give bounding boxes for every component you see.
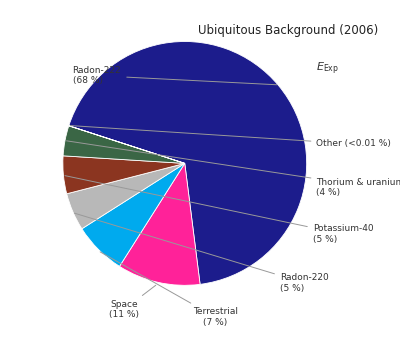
- Text: Potassium-40
(5 %): Potassium-40 (5 %): [65, 176, 373, 244]
- Text: Other (<0.01 %): Other (<0.01 %): [70, 125, 391, 148]
- Text: Radon-220
(5 %): Radon-220 (5 %): [74, 213, 328, 293]
- Text: Terrestrial
(7 %): Terrestrial (7 %): [100, 252, 238, 327]
- Wedge shape: [120, 163, 200, 285]
- Wedge shape: [63, 156, 185, 194]
- Wedge shape: [69, 41, 307, 284]
- Text: Ubiquitous Background (2006): Ubiquitous Background (2006): [198, 24, 378, 37]
- Text: Radon-222
(68 %): Radon-222 (68 %): [73, 66, 277, 85]
- Text: Space
(11 %): Space (11 %): [109, 285, 156, 319]
- Wedge shape: [82, 163, 185, 266]
- Wedge shape: [69, 126, 185, 163]
- Text: Thorium & uranium series
(4 %): Thorium & uranium series (4 %): [66, 141, 400, 198]
- Text: $E_{\mathrm{Exp}}$: $E_{\mathrm{Exp}}$: [316, 61, 340, 77]
- Wedge shape: [63, 126, 185, 163]
- Wedge shape: [67, 163, 185, 229]
